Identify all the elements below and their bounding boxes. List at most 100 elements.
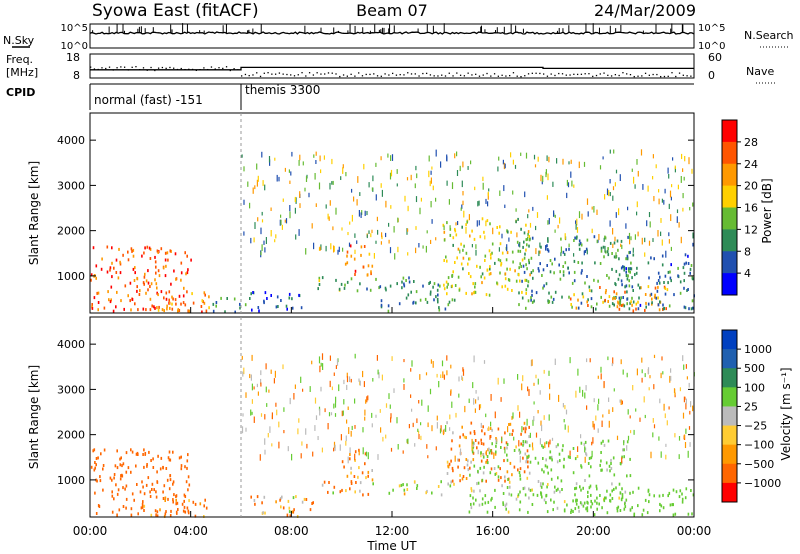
echo-cell <box>317 287 319 291</box>
power-colorbar-label: Power [dB] <box>760 178 774 243</box>
echo-cell <box>205 309 208 313</box>
echo-cell <box>509 432 511 437</box>
echo-cell <box>160 290 163 294</box>
echo-cell <box>679 291 682 295</box>
echo-cell <box>387 309 390 313</box>
echo-cell <box>280 505 282 509</box>
echo-cell <box>509 461 512 465</box>
echo-cell <box>390 417 392 423</box>
echo-cell <box>324 408 326 413</box>
echo-cell <box>368 230 370 234</box>
echo-cell <box>113 266 115 270</box>
echo-cell <box>156 249 159 253</box>
echo-cell <box>451 182 454 190</box>
echo-cell <box>384 286 387 290</box>
echo-cell <box>530 298 532 302</box>
echo-cell <box>458 444 461 448</box>
echo-cell <box>684 496 687 500</box>
echo-cell <box>187 509 190 513</box>
y-tick-label: 4000 <box>57 134 85 147</box>
echo-cell <box>475 399 477 404</box>
nave-dot <box>324 73 326 75</box>
echo-cell <box>406 488 409 491</box>
echo-cell <box>580 441 583 445</box>
nave-dot <box>188 68 190 70</box>
nave-dot <box>161 66 164 69</box>
nave-dot <box>342 74 345 76</box>
echo-cell <box>420 435 422 441</box>
echo-cell <box>512 260 514 264</box>
echo-cell <box>239 302 241 306</box>
freq-trace <box>90 66 694 71</box>
echo-cell <box>127 250 129 254</box>
echo-cell <box>676 216 678 223</box>
echo-cell <box>612 228 614 235</box>
echo-cell <box>346 261 349 265</box>
echo-cell <box>626 445 628 451</box>
echo-cell <box>469 275 472 279</box>
echo-cell <box>517 405 519 411</box>
echo-cell <box>362 370 364 378</box>
nave-dot <box>516 75 518 77</box>
nave-dot <box>478 75 481 77</box>
echo-cell <box>656 289 659 293</box>
echo-cell <box>506 443 509 446</box>
echo-cell <box>159 467 162 471</box>
echo-cell <box>519 474 521 478</box>
nsearch-label: N.Search <box>744 29 794 42</box>
echo-cell <box>573 259 576 263</box>
echo-cell <box>569 456 571 459</box>
echo-cell <box>683 364 685 370</box>
echo-cell <box>527 299 530 303</box>
echo-cell <box>548 456 551 460</box>
nave-dot <box>308 72 311 74</box>
nave-dot <box>576 73 579 76</box>
echo-cell <box>504 504 507 508</box>
echo-cell <box>593 513 596 517</box>
echo-cell <box>582 295 585 299</box>
nave-dot <box>154 69 156 72</box>
echo-cell <box>682 193 684 199</box>
nave-dot <box>214 68 216 70</box>
echo-cell <box>508 237 510 242</box>
echo-cell <box>437 283 440 287</box>
y-tick-label: 2000 <box>57 225 85 238</box>
echo-cell <box>257 306 260 309</box>
echo-cell <box>421 399 423 406</box>
echo-cell <box>476 220 478 227</box>
echo-cell <box>615 269 618 273</box>
echo-cell <box>315 151 317 156</box>
echo-cell <box>449 427 451 431</box>
echo-cell <box>560 246 562 253</box>
echo-cell <box>366 396 368 403</box>
echo-cell <box>415 165 417 171</box>
echo-cell <box>168 458 171 462</box>
echo-cell <box>489 267 491 271</box>
echo-cell <box>403 492 406 496</box>
echo-cell <box>180 302 182 306</box>
echo-cell <box>295 197 297 204</box>
echo-cell <box>611 363 613 367</box>
echo-cell <box>449 233 452 237</box>
echo-cell <box>135 452 138 456</box>
echo-cell <box>318 276 321 280</box>
x-tick-label: 16:00 <box>475 524 510 538</box>
echo-cell <box>650 256 652 260</box>
echo-cell <box>113 497 115 501</box>
echo-cell <box>523 240 525 244</box>
echo-cell <box>358 210 360 217</box>
echo-cell <box>131 249 133 253</box>
echo-cell <box>481 217 484 221</box>
echo-cell <box>567 455 570 459</box>
echo-cell <box>528 244 530 248</box>
echo-cell <box>584 446 586 453</box>
echo-cell <box>451 274 453 278</box>
echo-cell <box>588 456 591 460</box>
echo-cell <box>621 304 623 307</box>
echo-cell <box>442 371 444 378</box>
echo-cell <box>119 463 122 467</box>
echo-cell <box>121 464 123 468</box>
echo-cell <box>339 444 341 451</box>
echo-cell <box>176 501 179 505</box>
echo-cell <box>552 181 554 187</box>
